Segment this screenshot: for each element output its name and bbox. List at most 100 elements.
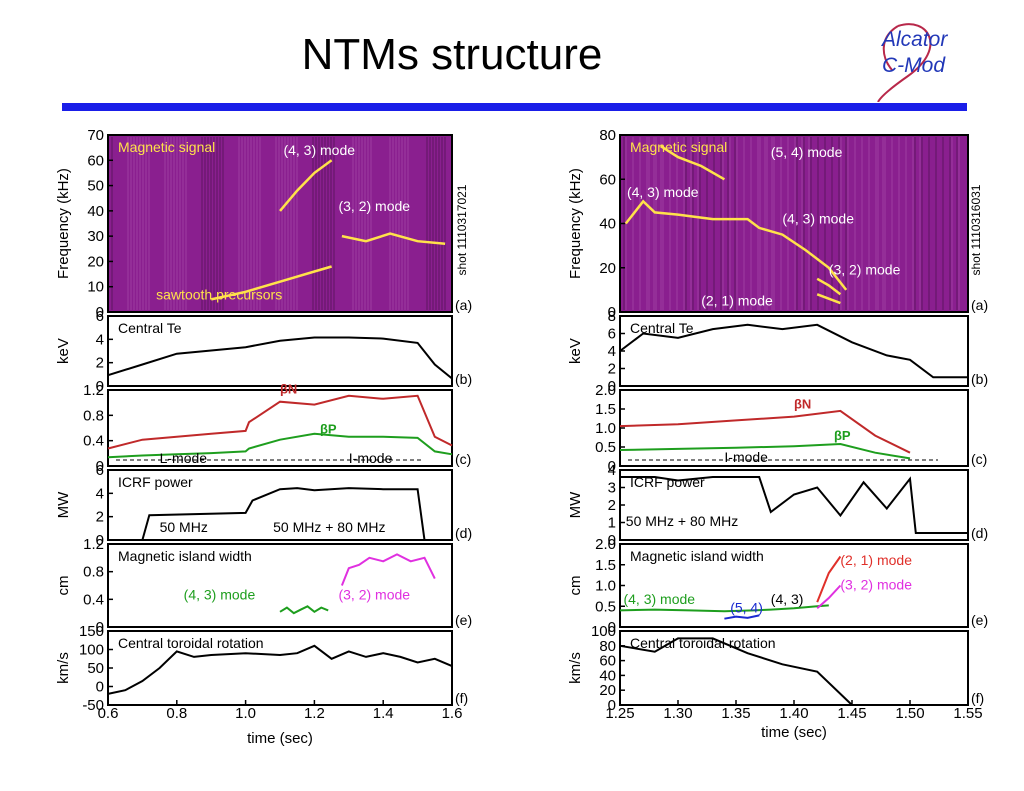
chart1-ytick-label: 0.8 [83, 564, 104, 581]
chart2-ytick-label: 0 [608, 619, 616, 636]
chart2-series-line [619, 442, 911, 460]
chart2-annotation: (5, 4) [730, 599, 763, 615]
chart2-ytick-label: 20 [599, 682, 616, 699]
chart1-ylabel: cm [55, 576, 72, 596]
chart1-ytick-label: 10 [87, 279, 104, 296]
chart2-xtick-label: 1.30 [663, 705, 692, 722]
chart1-panel-e-frame [107, 543, 453, 628]
chart2-annotation: (4, 3) mode [623, 591, 695, 607]
chart1-ylabel: km/s [55, 652, 72, 684]
logo-line-2: C-Mod [882, 54, 946, 77]
chart1-annotation: sawtooth precursors [156, 286, 282, 302]
chart1-ytick-label: 6 [96, 308, 104, 325]
chart1-annotation: (4, 3) mode [283, 142, 355, 158]
chart2-series-line [816, 277, 842, 296]
chart1-xtick-label: 1.6 [442, 705, 463, 722]
chart1-panel-f-frame [107, 630, 453, 706]
chart1-ytick-label: 2 [96, 509, 104, 526]
chart1-series-line [340, 553, 436, 586]
chart2-ytick-label: 0.5 [595, 439, 616, 456]
chart2-ytick-label: 4 [608, 462, 616, 479]
chart2-annotation: (4, 3) [771, 591, 804, 607]
chart2-panel-letter: (f) [971, 690, 984, 706]
chart1-panel-title: Magnetic island width [118, 548, 252, 564]
chart2-ytick-label: 4 [608, 343, 616, 360]
chart2-panel-title: Magnetic island width [630, 548, 764, 564]
chart2-ytick-label: 8 [608, 308, 616, 325]
chart2-xtick-label: 1.45 [837, 705, 866, 722]
chart2-shot-label: shot 1110316031 [969, 184, 983, 275]
chart2-ytick-label: 40 [599, 667, 616, 684]
chart1-panel-letter: (f) [455, 690, 468, 706]
chart1-annotation: 50 MHz + 80 MHz [273, 519, 385, 535]
chart1-panel-title: Central Te [118, 320, 182, 336]
chart2-ytick-label: 1.0 [595, 578, 616, 595]
chart2-series-line [620, 476, 968, 534]
chart1-ytick-label: 50 [87, 660, 104, 677]
chart1-ytick-label: 0 [96, 304, 104, 321]
chart2-ylabel: Frequency (kHz) [567, 168, 584, 279]
chart1-ylabel: MW [55, 491, 72, 518]
chart1-panel-b-frame [107, 315, 453, 387]
chart2-ytick-label: 3 [608, 480, 616, 497]
chart1-xtick-label: 0.6 [98, 705, 119, 722]
chart2-ylabel: cm [567, 576, 584, 596]
chart1-series-line [107, 644, 453, 695]
title-rule [62, 103, 967, 111]
chart2-ytick-label: 0 [608, 697, 616, 714]
chart2-series-line [619, 604, 829, 613]
chart2-ytick-label: 0 [608, 378, 616, 395]
chart2-xtick-label: 1.25 [605, 705, 634, 722]
chart1-panel-letter: (d) [455, 525, 472, 541]
chart1-annotation: (4, 3) mode [184, 586, 256, 602]
chart2-ytick-label: 60 [599, 653, 616, 670]
chart1-series-line [107, 432, 453, 459]
chart2-annotation: (2, 1) mode [840, 552, 912, 568]
chart1-series-line [279, 159, 333, 212]
chart1-series-line [210, 265, 332, 301]
logo-line-1: Alcator [882, 28, 948, 51]
chart2-xlabel: time (sec) [761, 724, 827, 741]
chart1-ytick-label: 2 [96, 355, 104, 372]
chart2-ytick-label: 1.0 [595, 420, 616, 437]
chart1-ytick-label: 1.2 [83, 536, 104, 553]
chart2-panel-letter: (c) [971, 451, 987, 467]
chart1-ytick-label: 4 [96, 331, 104, 348]
chart2-series-line [816, 293, 841, 305]
chart1-panel-letter: (c) [455, 451, 471, 467]
logo-swoosh-icon [877, 23, 932, 102]
chart2-annotation: (3, 2) mode [840, 577, 912, 593]
chart1-ytick-label: 70 [87, 127, 104, 144]
chart2-betaN-label: βN [794, 397, 811, 412]
chart1-shot-label: shot 1110317021 [455, 184, 469, 275]
chart1-series-line [107, 394, 453, 450]
chart1-annotation: 50 MHz [160, 519, 208, 535]
chart1-panel-title: Central toroidal rotation [118, 635, 264, 651]
chart2-series-line [624, 199, 848, 291]
chart1-series-line [279, 605, 329, 615]
chart2-ytick-label: 2.0 [595, 536, 616, 553]
chart1-ytick-label: 50 [87, 178, 104, 195]
chart2-annotation: (3, 2) mode [829, 261, 901, 277]
chart2-ytick-label: 6 [608, 326, 616, 343]
chart1-annotation: (3, 2) mode [338, 198, 410, 214]
chart2-panel-letter: (a) [971, 297, 988, 313]
chart1-ytick-label: 0 [96, 532, 104, 549]
chart1-xtick-label: 1.0 [235, 705, 256, 722]
chart2-series-line [619, 409, 911, 454]
chart2-ylabel: MW [567, 491, 584, 518]
chart2-xtick-label: 1.35 [721, 705, 750, 722]
chart1-ytick-label: 0 [96, 679, 104, 696]
chart2-ytick-label: 20 [599, 260, 616, 277]
chart1-annotation: (3, 2) mode [338, 586, 410, 602]
chart2-annotation: (5, 4) mode [771, 144, 843, 160]
chart1-panel-title: Magnetic signal [118, 139, 215, 155]
chart1-betaP-label: βP [320, 422, 337, 437]
chart1-ytick-label: 40 [87, 203, 104, 220]
chart2-xtick-label: 1.40 [779, 705, 808, 722]
chart1-annotation: L-mode [160, 450, 208, 466]
chart2-ytick-label: 0.5 [595, 598, 616, 615]
chart2-series-line [619, 323, 968, 379]
chart2-annotation: (2, 1) mode [701, 292, 773, 308]
chart2-ytick-label: 2.0 [595, 382, 616, 399]
